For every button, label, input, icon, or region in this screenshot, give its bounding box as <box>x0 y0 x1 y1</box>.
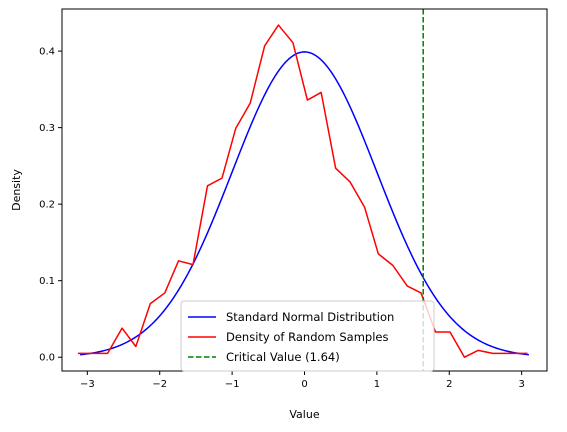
y-axis-title: Density <box>10 169 23 211</box>
x-axis: −3 −2 −1 0 1 2 3 <box>80 371 525 390</box>
series-standard-normal-line <box>80 51 529 356</box>
y-tick-label: 0.0 <box>39 353 55 364</box>
x-tick-label: −1 <box>225 379 240 390</box>
y-tick-label: 0.1 <box>39 276 55 287</box>
legend: Standard Normal Distribution Density of R… <box>180 300 435 372</box>
y-tick-label: 0.3 <box>39 123 55 134</box>
y-axis: 0.0 0.1 0.2 0.3 0.4 <box>39 47 62 364</box>
y-tick-label: 0.4 <box>39 47 55 58</box>
series-layer <box>77 9 529 371</box>
legend-box <box>180 300 435 372</box>
x-tick-label: 1 <box>374 379 380 390</box>
legend-label: Critical Value (1.64) <box>226 350 340 364</box>
x-tick-label: −2 <box>152 379 167 390</box>
series-sample-density-line <box>77 24 528 358</box>
legend-label: Density of Random Samples <box>226 330 389 344</box>
x-tick-label: 3 <box>518 379 524 390</box>
x-tick-label: 2 <box>446 379 452 390</box>
x-tick-label: 0 <box>301 379 307 390</box>
x-tick-label: −3 <box>80 379 95 390</box>
x-axis-title: Value <box>289 408 319 421</box>
y-tick-label: 0.2 <box>39 200 55 211</box>
legend-label: Standard Normal Distribution <box>226 310 394 324</box>
